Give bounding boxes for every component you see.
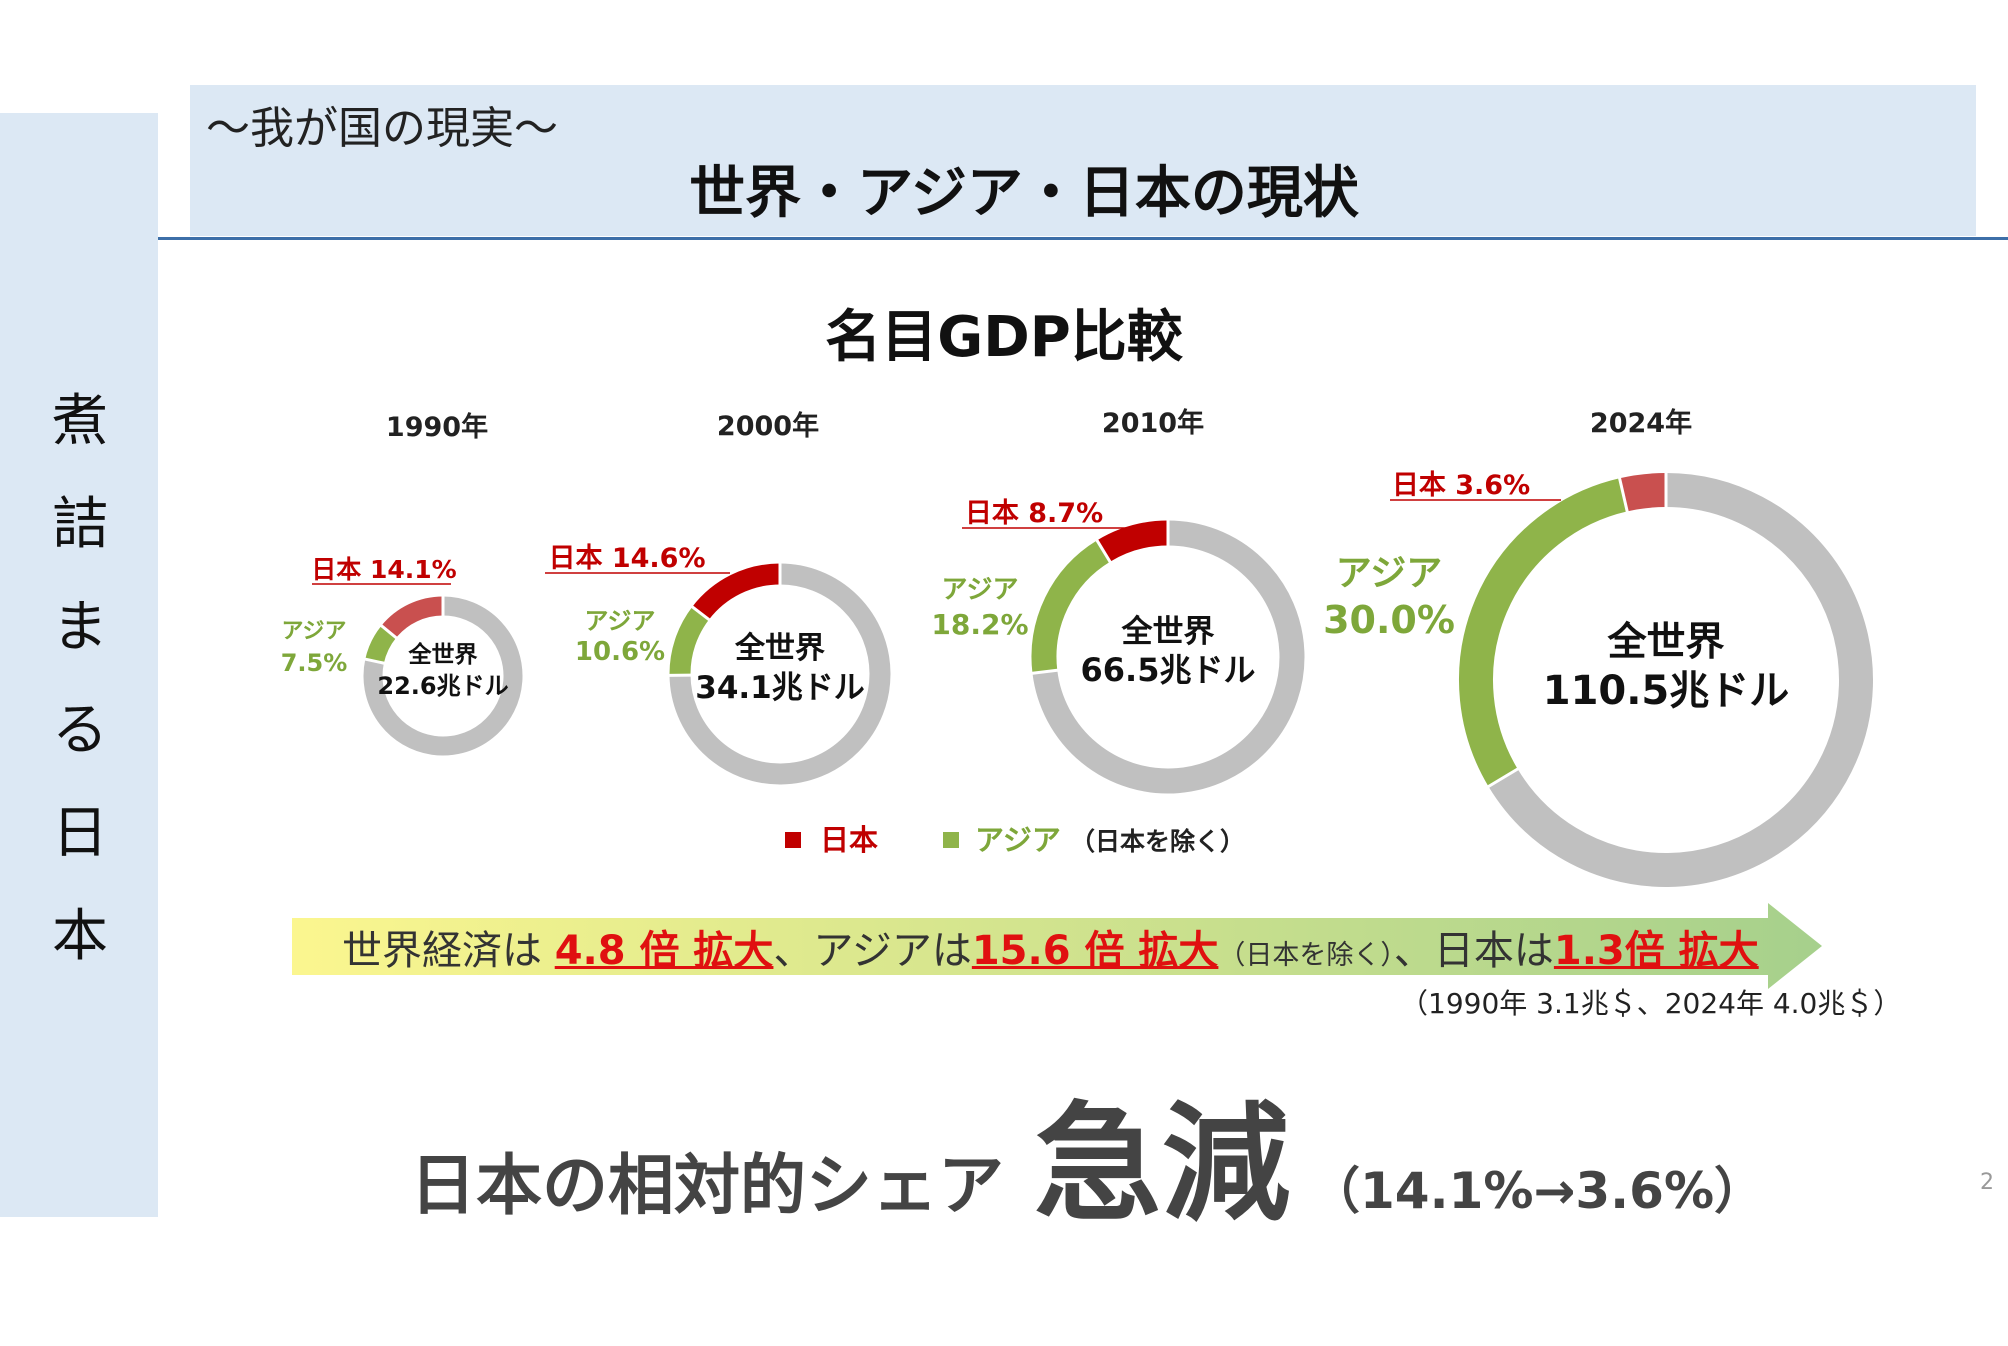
asia-share-label: アジア — [584, 607, 655, 635]
donut-separator — [1031, 668, 1059, 675]
donut-japan-segment — [1097, 520, 1169, 562]
asia-share-value: 18.2% — [931, 608, 1028, 641]
donut-rest-segment — [1032, 520, 1305, 794]
legend-asia-swatch — [943, 832, 959, 848]
conclusion-emphasis: 急減 — [1034, 1090, 1291, 1239]
year-label: 2000年 — [717, 410, 819, 442]
donut-separator — [1486, 767, 1520, 789]
conclusion: 日本の相対的シェア 急減 （14.1%→3.6%） — [410, 1060, 1764, 1245]
world-label: 全世界 — [1121, 614, 1215, 650]
sidebar-char: 煮 — [52, 389, 108, 454]
header-band — [190, 85, 1976, 236]
donut-separator — [1095, 538, 1112, 564]
donut-asia-segment — [669, 606, 710, 676]
legend-japan-swatch — [785, 832, 801, 848]
conclusion-main: 日本の相対的シェア — [410, 1147, 1004, 1224]
world-label: 全世界 — [1606, 620, 1724, 665]
legend-japan-label: 日本 — [820, 823, 878, 857]
asia-share-value: 30.0% — [1323, 598, 1455, 642]
summary-part: 、日本は — [1393, 928, 1554, 974]
world-label: 全世界 — [734, 631, 825, 666]
page-number: 2 — [1980, 1170, 1994, 1195]
donut-asia-segment — [1031, 540, 1111, 674]
legend-asia-label: アジア — [975, 823, 1061, 857]
conclusion-figures: （14.1%→3.6%） — [1310, 1162, 1765, 1220]
donut-separator — [364, 657, 386, 665]
donut-asia-segment — [1459, 478, 1628, 787]
year-label: 2024年 — [1590, 407, 1692, 439]
page-title: 世界・アジア・日本の現状 — [689, 161, 1359, 226]
year-label: 2010年 — [1102, 407, 1204, 439]
sidebar-char: る — [52, 698, 108, 763]
donut-japan-segment — [381, 596, 444, 639]
world-total-label: 110.5兆ドル — [1543, 668, 1790, 714]
world-total-label: 66.5兆ドル — [1081, 651, 1256, 689]
donut-separator — [1617, 476, 1629, 513]
summary-highlight-asia: 15.6 倍 拡大 — [971, 928, 1219, 974]
summary-text: 世界経済は 4.8 倍 拡大、アジアは15.6 倍 拡大（日本を除く）、日本は1… — [342, 918, 1759, 976]
legend-asia-note: （日本を除く） — [1070, 827, 1245, 856]
world-total-label: 22.6兆ドル — [377, 672, 508, 700]
donut-rest-segment — [363, 596, 523, 756]
asia-share-label: アジア — [1336, 553, 1443, 594]
asia-share-label: アジア — [281, 619, 346, 644]
summary-part: 、アジアは — [773, 928, 972, 974]
donut-rest-segment — [669, 563, 891, 785]
sidebar-char: 詰 — [52, 492, 108, 557]
japan-share-label: 日本 8.7% — [965, 498, 1103, 529]
asia-share-label: アジア — [942, 575, 1019, 605]
chart-title: 名目GDP比較 — [825, 305, 1183, 370]
donut-japan-segment — [692, 563, 781, 620]
world-total-label: 34.1兆ドル — [695, 670, 865, 706]
header-subtitle: ～我が国の現実～ — [206, 103, 558, 154]
summary-highlight-japan: 1.3倍 拡大 — [1553, 928, 1759, 974]
japan-share-label: 日本 14.1% — [311, 555, 456, 584]
donut-separator — [379, 623, 398, 640]
asia-share-value: 7.5% — [281, 649, 348, 677]
sidebar-char: 日 — [52, 801, 108, 866]
japan-gdp-note: （1990年 3.1兆＄、2024年 4.0兆＄） — [1400, 987, 1902, 1020]
arrow-shape — [292, 903, 1822, 989]
world-label: 全世界 — [408, 641, 478, 668]
summary-note: （日本を除く） — [1218, 940, 1394, 971]
japan-share-label: 日本 14.6% — [548, 543, 705, 574]
sidebar-band — [0, 113, 158, 1217]
japan-share-label: 日本 3.6% — [1392, 470, 1530, 501]
header-divider — [158, 237, 2008, 240]
donut-separator — [690, 605, 711, 622]
summary-part: 世界経済は — [342, 928, 555, 974]
sidebar-char: 本 — [52, 904, 108, 969]
year-label: 1990年 — [386, 411, 488, 443]
sidebar-char: ま — [52, 595, 108, 660]
donut-rest-segment — [1488, 473, 1873, 887]
summary-highlight-world: 4.8 倍 拡大 — [554, 928, 774, 974]
asia-share-value: 10.6% — [575, 637, 665, 667]
sidebar-vertical-title: 煮 詰 ま る 日 本 — [40, 370, 120, 988]
